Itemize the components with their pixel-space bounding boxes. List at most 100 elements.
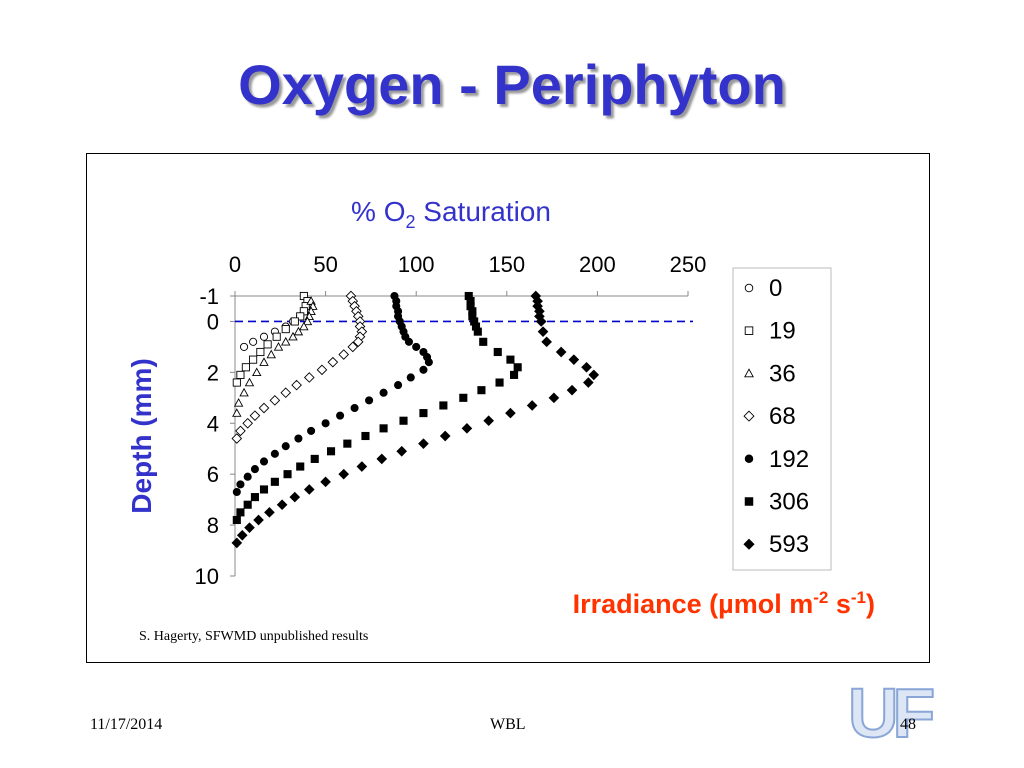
data-point	[303, 484, 315, 495]
data-point	[327, 356, 339, 368]
data-point	[424, 358, 433, 367]
data-point	[273, 342, 284, 351]
data-point	[320, 476, 331, 488]
x-tick-label: 250	[670, 252, 707, 277]
data-point	[256, 347, 265, 357]
data-point	[479, 337, 488, 346]
legend-label-192: 192	[769, 446, 809, 473]
data-point	[419, 365, 428, 374]
data-point	[326, 447, 336, 456]
x-axis-title: % O2 Saturation	[351, 196, 551, 232]
data-point	[232, 515, 241, 525]
data-point	[303, 372, 315, 383]
data-point	[566, 384, 578, 396]
x-axis-title-subscript: 2	[406, 212, 416, 232]
data-point	[259, 332, 269, 341]
series-192	[232, 291, 433, 497]
data-point	[293, 326, 304, 336]
data-point	[302, 316, 313, 326]
data-point	[376, 453, 388, 465]
data-point	[418, 438, 429, 449]
data-point	[296, 462, 305, 471]
data-point	[513, 363, 522, 372]
data-point	[406, 373, 415, 382]
data-point	[283, 470, 292, 479]
data-point	[537, 326, 549, 337]
data-point	[548, 392, 560, 404]
data-point	[526, 400, 538, 411]
y-tick-label: 6	[207, 462, 219, 487]
x-axis-title-prefix: % O	[351, 196, 405, 227]
data-point	[236, 370, 245, 379]
data-point	[379, 424, 388, 433]
x-tick-label: 200	[579, 252, 616, 277]
x-axis-ticks: 0 50 100 150 200 250	[229, 252, 706, 296]
x-tick-label: 100	[398, 252, 435, 277]
data-point	[535, 316, 547, 327]
data-point	[396, 445, 408, 457]
data-point	[236, 480, 245, 489]
source-note: S. Hagerty, SFWMD unpublished results	[139, 629, 368, 644]
data-point	[289, 491, 301, 503]
data-point	[473, 327, 482, 336]
data-point	[244, 522, 255, 533]
legend-marker-68	[743, 410, 755, 422]
depth-profile-chart: % O2 Saturation 0 50 100 150 200 250 -1024681…	[126, 196, 875, 644]
data-point	[241, 363, 250, 372]
data-point	[394, 381, 403, 390]
data-point	[291, 379, 302, 391]
data-point	[588, 369, 600, 381]
data-point	[236, 529, 248, 541]
chart-frame: % O2 Saturation 0 50 100 150 200 250 -1 0 2 4 6 8 1…	[86, 153, 930, 663]
data-point	[233, 398, 244, 407]
data-point	[461, 423, 473, 434]
data-point	[239, 387, 249, 397]
x-axis-title-suffix: Saturation	[416, 196, 551, 227]
data-point	[232, 408, 242, 417]
data-point	[259, 357, 269, 366]
y-tick-label: 10	[195, 564, 219, 589]
series-19	[232, 291, 312, 387]
x-tick-label: 150	[488, 252, 525, 277]
data-point	[555, 346, 567, 358]
data-point	[506, 355, 515, 364]
data-point	[568, 354, 580, 365]
data-points	[231, 290, 600, 549]
data-point	[250, 465, 259, 474]
data-point	[541, 336, 552, 348]
data-point	[459, 393, 468, 402]
data-point	[350, 403, 359, 413]
data-point	[419, 409, 428, 418]
data-point	[236, 508, 245, 517]
legend-marker-192	[744, 454, 754, 464]
uf-logo: UF	[847, 674, 936, 752]
data-point	[338, 349, 350, 360]
data-point	[232, 487, 241, 497]
data-point	[404, 337, 414, 346]
data-point	[252, 367, 262, 377]
irradiance-label: Irradiance (µmol m-2 s-1)	[573, 588, 875, 619]
legend-label-36: 36	[769, 360, 796, 387]
legend-label-0: 0	[769, 275, 782, 302]
legend-marker-593	[743, 538, 755, 550]
y-tick-label: 2	[207, 360, 219, 385]
data-point	[281, 325, 290, 334]
data-point	[294, 434, 303, 443]
data-point	[316, 364, 328, 376]
series-306	[232, 291, 522, 525]
series-36	[232, 296, 318, 417]
slide-title: Oxygen - Periphyton	[238, 53, 786, 116]
data-point	[280, 387, 292, 399]
data-point	[259, 457, 269, 466]
irradiance-label-mid: s	[828, 589, 851, 619]
data-point	[232, 378, 241, 387]
data-point	[307, 426, 316, 435]
irradiance-label-sup2: -1	[851, 588, 866, 607]
data-point	[243, 500, 252, 509]
y-tick-label: 4	[207, 411, 219, 436]
data-point	[281, 336, 291, 346]
footer-center-text: WBL	[490, 716, 526, 733]
data-point	[361, 431, 370, 441]
data-point	[231, 537, 243, 549]
irradiance-label-sup1: -2	[813, 588, 828, 607]
